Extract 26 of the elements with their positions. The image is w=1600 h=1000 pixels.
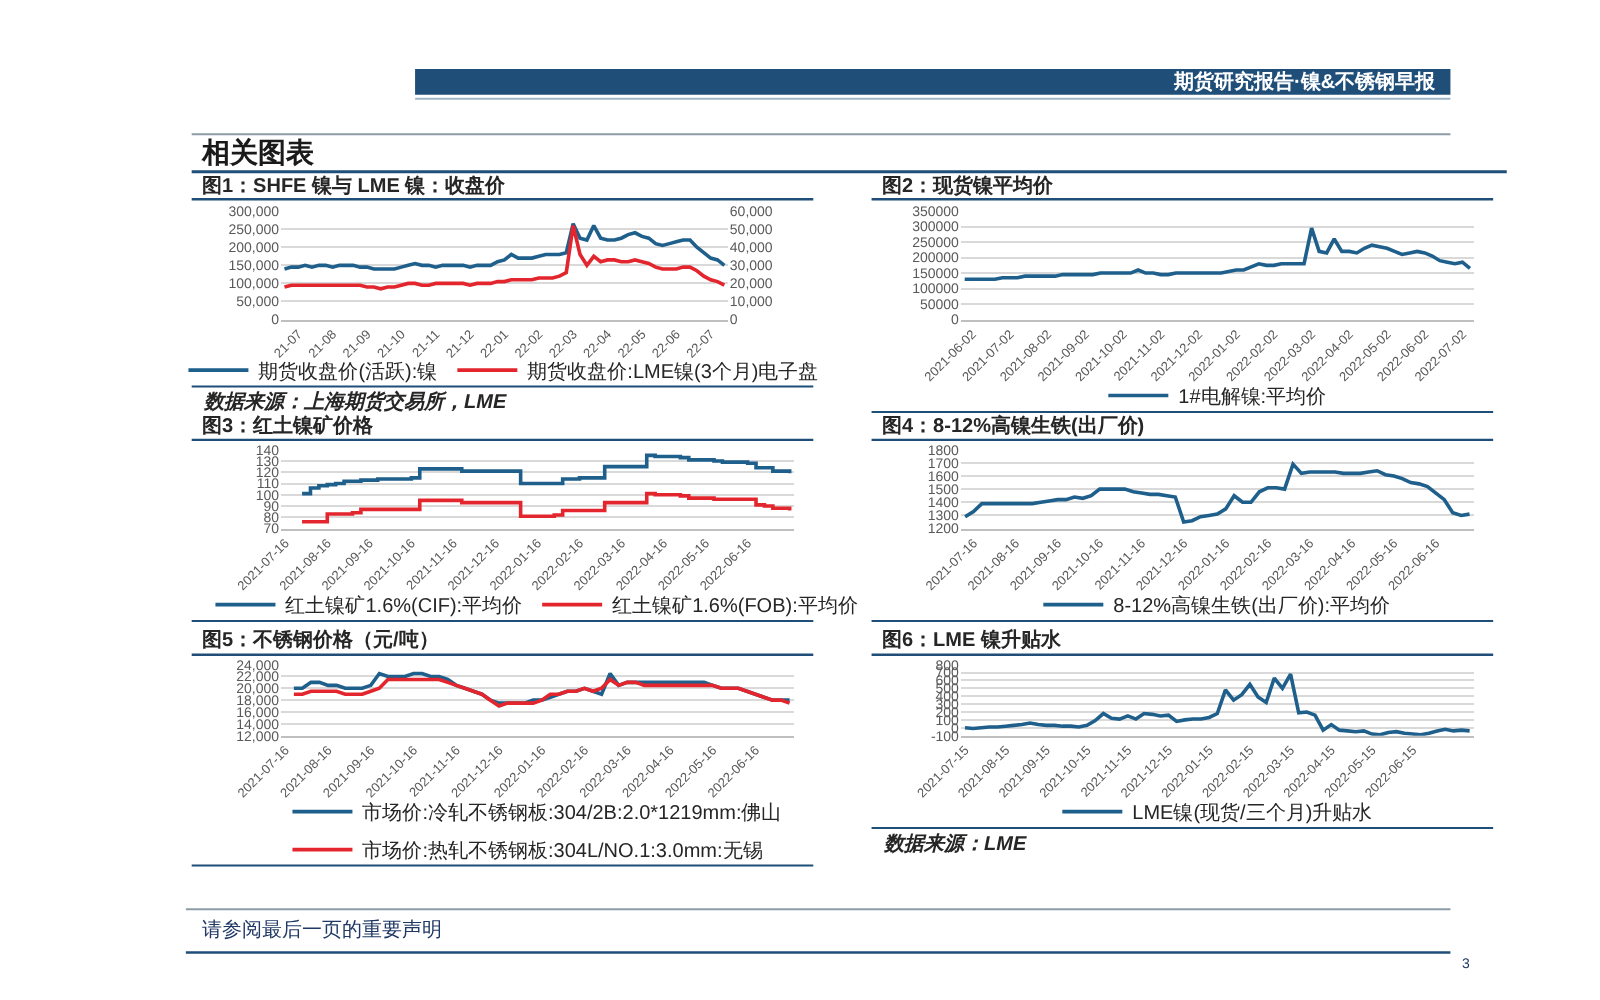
text: 相关图表 (200, 136, 316, 168)
legend-label: LME镍(现货/三个月)升贴水 (1132, 801, 1373, 826)
legend-label: 红土镍矿1.6%(CIF):平均价 (285, 594, 523, 619)
legend-label: 8-12%高镍生铁(出厂价):平均价 (1113, 594, 1391, 619)
legend-label: 期货收盘价:LME镍(3个月)电子盘 (527, 359, 819, 384)
source-note: 数据来源：上海期货交易所，LME (202, 390, 507, 414)
chart-title: 图5：不锈钢价格（元/吨） (202, 628, 439, 652)
line-series (963, 672, 1472, 736)
legend-label: 市场价:热轧不锈钢板:304L/NO.1:3.0mm:无锡 (362, 839, 763, 864)
line-series (292, 677, 792, 708)
chart-title: 图6：LME 镍升贴水 (882, 628, 1063, 652)
chart-title: 图3：红土镍矿价格 (202, 414, 376, 438)
text: 期货研究报告·镍&不锈钢早报 (1172, 70, 1438, 94)
text: 请参阅最后一页的重要声明 (202, 918, 442, 942)
line-series (963, 462, 1472, 524)
source-note: 数据来源：LME (882, 832, 1027, 856)
line-series (282, 223, 727, 291)
chart-title: 图4：8-12%高镍生铁(出厂价) (882, 414, 1145, 438)
legend-label: 红土镍矿1.6%(FOB):平均价 (612, 594, 858, 619)
chart-title: 图2：现货镍平均价 (882, 174, 1056, 198)
legend-label: 市场价:冷轧不锈钢板:304/2B:2.0*1219mm:佛山 (362, 801, 782, 826)
chart-title: 图1：SHFE 镍与 LME 镍：收盘价 (202, 174, 508, 198)
line-series (962, 226, 1472, 282)
legend-label: 期货收盘价(活跃):镍 (258, 359, 438, 384)
legend-label: 1#电解镍:平均价 (1178, 385, 1327, 410)
line-series (282, 221, 727, 271)
